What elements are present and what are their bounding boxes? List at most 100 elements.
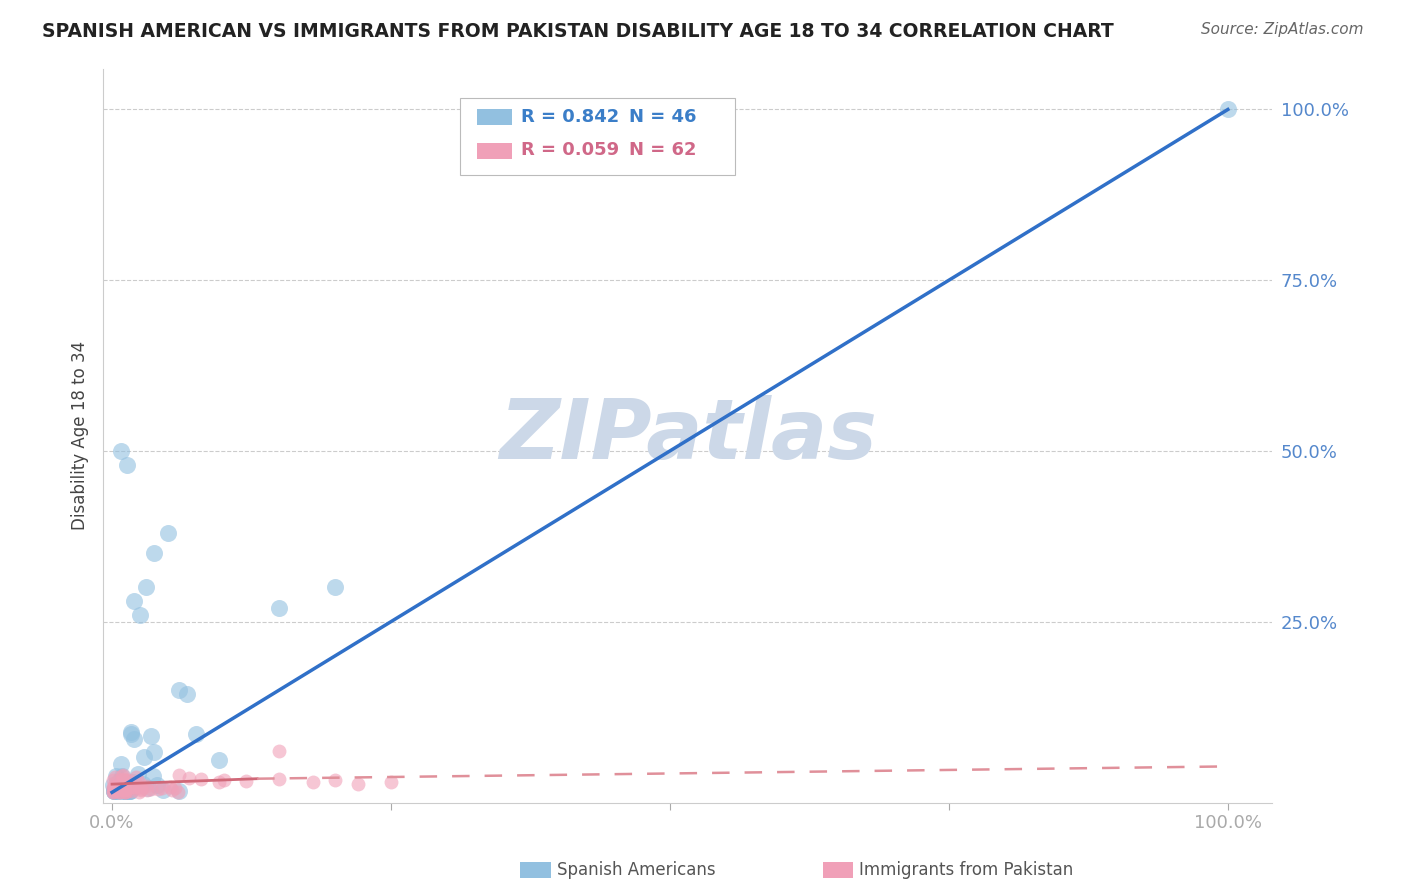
Point xyxy=(101,785,124,799)
Point xyxy=(124,594,146,608)
Point xyxy=(118,784,141,798)
Point xyxy=(128,780,150,795)
Point xyxy=(121,775,143,789)
Point xyxy=(165,780,187,795)
Point xyxy=(103,784,125,798)
Point xyxy=(136,781,159,796)
Point xyxy=(184,727,207,741)
Point xyxy=(110,444,132,458)
Point xyxy=(107,773,129,788)
Point xyxy=(132,750,155,764)
Point xyxy=(111,768,134,782)
Text: Spanish Americans: Spanish Americans xyxy=(557,861,716,879)
Point xyxy=(167,768,190,782)
Point xyxy=(124,780,146,795)
Point xyxy=(208,774,231,789)
Text: R = 0.059: R = 0.059 xyxy=(520,141,619,159)
Point xyxy=(105,769,128,783)
Point xyxy=(132,776,155,790)
Point xyxy=(104,776,127,790)
Point xyxy=(107,784,129,798)
Point xyxy=(323,773,346,788)
Text: N = 62: N = 62 xyxy=(630,141,697,159)
Point xyxy=(269,601,291,615)
Point xyxy=(176,688,198,702)
Point xyxy=(152,781,174,796)
Point xyxy=(269,744,291,758)
Point xyxy=(103,784,125,798)
Point xyxy=(136,783,159,797)
Point xyxy=(114,780,136,795)
Point xyxy=(103,780,125,795)
Point xyxy=(148,782,170,797)
Point xyxy=(117,784,139,798)
Point xyxy=(104,784,127,798)
Point xyxy=(129,781,152,796)
Point xyxy=(103,784,125,798)
Point xyxy=(159,780,181,794)
Bar xyxy=(477,143,512,159)
Point xyxy=(120,727,142,741)
Point xyxy=(122,780,145,795)
Bar xyxy=(477,109,512,125)
Point xyxy=(131,783,153,797)
Point xyxy=(107,783,129,797)
Point xyxy=(115,458,138,472)
Point xyxy=(167,783,190,797)
Point xyxy=(128,785,150,799)
Point xyxy=(108,785,131,799)
Point xyxy=(207,753,229,767)
Point xyxy=(110,779,132,793)
Point xyxy=(135,581,157,595)
Point xyxy=(122,732,145,747)
Point xyxy=(108,784,131,798)
Point xyxy=(129,607,152,622)
Point xyxy=(125,770,148,784)
FancyBboxPatch shape xyxy=(460,98,734,175)
Text: Source: ZipAtlas.com: Source: ZipAtlas.com xyxy=(1201,22,1364,37)
Text: Immigrants from Pakistan: Immigrants from Pakistan xyxy=(859,861,1073,879)
Point xyxy=(127,767,149,781)
Point xyxy=(115,781,138,796)
Point xyxy=(111,772,134,787)
Text: R = 0.842: R = 0.842 xyxy=(520,108,619,126)
Text: N = 46: N = 46 xyxy=(630,108,697,126)
Point xyxy=(114,784,136,798)
Point xyxy=(101,780,124,795)
Point xyxy=(269,772,291,786)
Point xyxy=(117,772,139,787)
Point xyxy=(212,773,235,788)
Point xyxy=(103,770,125,784)
Point xyxy=(146,778,169,792)
Point xyxy=(112,772,135,786)
Point xyxy=(152,783,174,797)
Point xyxy=(110,769,132,783)
Point xyxy=(108,780,131,794)
Point xyxy=(131,780,153,795)
Point xyxy=(167,682,190,697)
Point xyxy=(128,774,150,789)
Point xyxy=(121,780,143,794)
Point xyxy=(110,757,132,772)
Point xyxy=(114,782,136,797)
Text: ZIPatlas: ZIPatlas xyxy=(499,395,877,476)
Point xyxy=(108,782,131,797)
Point xyxy=(104,779,127,793)
Point xyxy=(114,785,136,799)
Point xyxy=(162,783,184,797)
Point xyxy=(107,785,129,799)
Point xyxy=(143,745,166,759)
Point xyxy=(101,778,124,792)
Y-axis label: Disability Age 18 to 34: Disability Age 18 to 34 xyxy=(72,341,89,530)
Point xyxy=(167,785,190,799)
Point xyxy=(117,784,139,798)
Point xyxy=(114,784,136,798)
Point xyxy=(156,525,179,540)
Point xyxy=(135,780,157,794)
Point xyxy=(323,581,346,595)
Point xyxy=(112,782,135,797)
Text: SPANISH AMERICAN VS IMMIGRANTS FROM PAKISTAN DISABILITY AGE 18 TO 34 CORRELATION: SPANISH AMERICAN VS IMMIGRANTS FROM PAKI… xyxy=(42,22,1114,41)
Point xyxy=(110,780,132,794)
Point xyxy=(190,772,212,786)
Point xyxy=(235,774,257,789)
